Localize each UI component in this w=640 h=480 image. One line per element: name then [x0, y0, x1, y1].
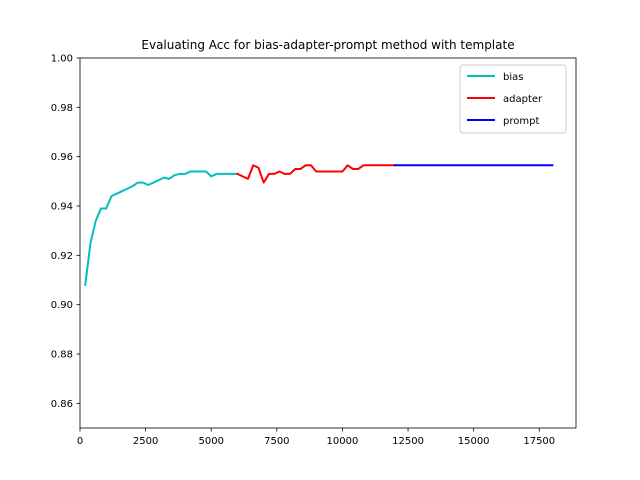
- x-tick-label: 15000: [458, 436, 490, 447]
- series-line-adapter: [236, 164, 396, 184]
- legend-box: [459, 64, 567, 134]
- y-tick-label: 0.86: [51, 399, 73, 410]
- x-tick-label: 10000: [327, 436, 359, 447]
- legend-label-adapter: adapter: [503, 94, 543, 105]
- x-tick-label: 17500: [523, 436, 555, 447]
- x-tick-label: 12500: [392, 436, 424, 447]
- y-tick-label: 0.94: [51, 202, 73, 213]
- y-tick-label: 1.00: [51, 54, 73, 65]
- y-tick-label: 0.88: [51, 350, 73, 361]
- axes-layer: 0 2500 5000 7500 10000 12500 15000 17500 0.86 0.8…: [51, 54, 577, 447]
- axes-frame: [79, 57, 577, 429]
- x-tick-label: 0: [77, 436, 83, 447]
- chart-title: Evaluating Acc for bias-adapter-prompt m…: [141, 38, 514, 52]
- x-tick-label: 2500: [133, 436, 158, 447]
- y-tick-label: 0.96: [51, 152, 73, 163]
- series-layer: [84, 164, 554, 287]
- series-line-bias: [84, 170, 239, 287]
- x-tick-label: 5000: [198, 436, 223, 447]
- legend: bias adapter prompt: [459, 64, 567, 134]
- y-tick-label: 0.90: [51, 300, 73, 311]
- legend-label-bias: bias: [503, 72, 523, 83]
- y-tick-label: 0.92: [51, 251, 73, 262]
- y-tick-label: 0.98: [51, 103, 73, 114]
- x-tick-label: 7500: [264, 436, 289, 447]
- legend-label-prompt: prompt: [503, 116, 539, 127]
